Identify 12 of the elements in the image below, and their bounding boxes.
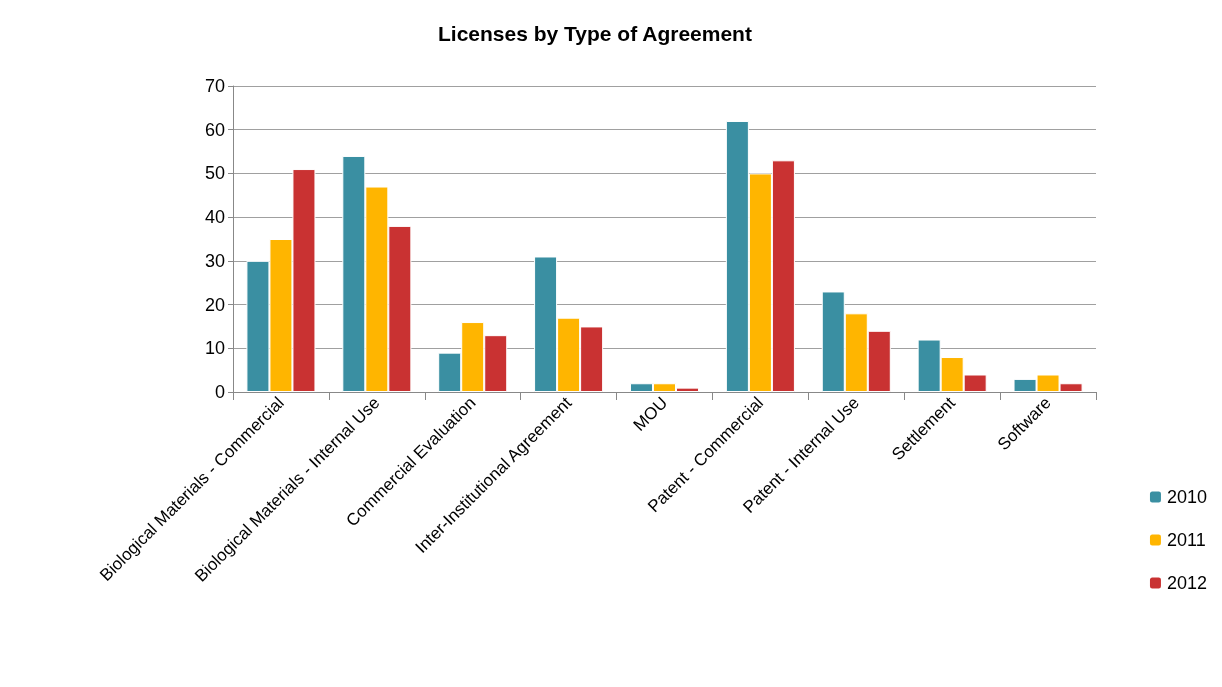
y-tick-label: 60 — [204, 119, 225, 140]
y-tick-label: 30 — [204, 250, 225, 271]
legend-label: 2011 — [1166, 530, 1206, 550]
y-tick-label: 50 — [204, 163, 225, 184]
legend-label: 2012 — [1166, 573, 1207, 593]
y-tick-label: 40 — [204, 207, 225, 228]
chart-title: Licenses by Type of Agreement — [438, 22, 752, 45]
legend-label: 2010 — [1166, 487, 1207, 507]
y-tick-label: 0 — [214, 382, 225, 402]
y-tick-label: 20 — [204, 294, 225, 315]
y-tick-label: 70 — [204, 76, 225, 96]
y-tick-label: 10 — [204, 338, 225, 359]
